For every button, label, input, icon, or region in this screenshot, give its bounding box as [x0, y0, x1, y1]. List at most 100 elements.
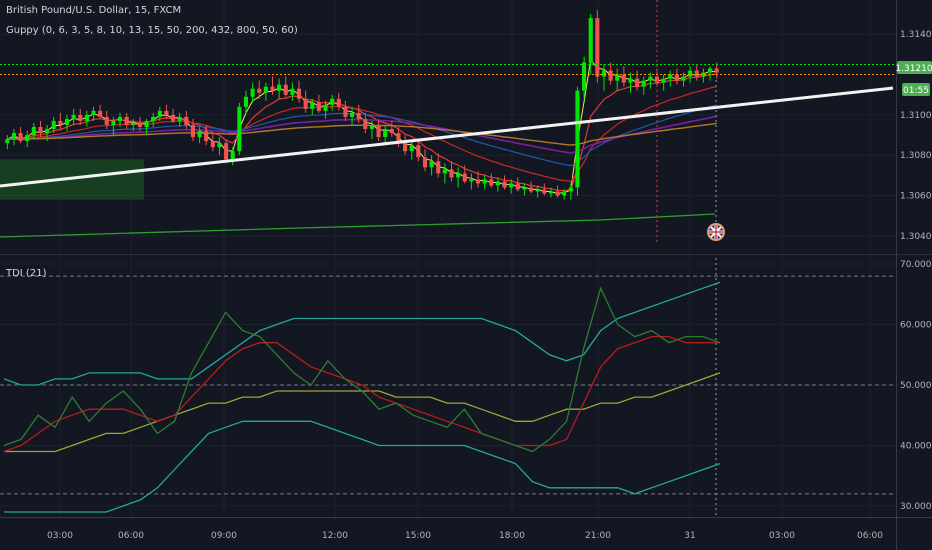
candle [51, 116, 56, 134]
candle-body [396, 133, 401, 144]
candle [190, 118, 195, 142]
candle-body [217, 143, 222, 148]
uk-flag-icon[interactable] [707, 223, 725, 241]
candle-body [243, 96, 249, 107]
price-tick-label: 1.30600 [900, 192, 932, 202]
moving-average-line [7, 115, 717, 154]
candle-body [131, 122, 136, 125]
candle-body [5, 139, 10, 144]
tdi-series [0, 275, 896, 513]
guppy-indicator-label[interactable]: Guppy (0, 6, 3, 5, 8, 10, 13, 15, 50, 20… [6, 25, 298, 36]
candle-body [151, 116, 156, 121]
candle [71, 108, 76, 125]
tdi-series-line [3, 286, 721, 453]
candle-body [542, 189, 547, 194]
candle-body [588, 18, 593, 63]
candle [621, 66, 626, 87]
candle [389, 120, 394, 138]
candle-body [449, 169, 454, 178]
candle [164, 104, 169, 119]
candle-body [197, 131, 202, 138]
candle [475, 171, 481, 188]
candle [217, 137, 222, 156]
candle [422, 149, 428, 172]
candle [668, 70, 673, 87]
candle-body [84, 114, 89, 121]
candle [522, 183, 527, 196]
time-tick-label: 15:00 [405, 531, 431, 541]
candle [78, 108, 83, 125]
candle [529, 181, 534, 194]
candle [316, 94, 321, 113]
candle-body [548, 191, 553, 194]
candle-body [25, 135, 30, 142]
candle [257, 80, 262, 99]
candle-body [575, 90, 580, 188]
candle [350, 106, 355, 125]
candle-body [316, 102, 321, 111]
candle-body [164, 110, 169, 115]
candle-body [137, 122, 142, 127]
candle-body [495, 181, 500, 186]
candle-body [708, 68, 713, 73]
candle [363, 112, 368, 134]
candle-body [98, 110, 103, 117]
candle [263, 82, 268, 101]
candle-body [157, 110, 162, 117]
candle [31, 122, 36, 140]
candle-body [436, 161, 441, 174]
candle-body [323, 104, 328, 111]
candle [303, 90, 308, 113]
candle [18, 127, 23, 144]
candle [429, 155, 434, 176]
candle [442, 163, 447, 184]
candle-body [429, 161, 434, 168]
candle [489, 173, 494, 188]
candle-body [290, 88, 295, 95]
candle [171, 108, 176, 123]
candle-body [688, 70, 693, 77]
candle [409, 141, 414, 160]
time-tick-label: 03:00 [47, 531, 73, 541]
candle-body [177, 116, 182, 121]
candle [449, 161, 454, 182]
candle-body [45, 129, 50, 134]
candle [330, 94, 335, 111]
candle [588, 14, 593, 75]
candle [568, 183, 573, 200]
candle [601, 64, 607, 91]
candle-body [310, 102, 315, 109]
candle-body [184, 116, 189, 125]
candle [542, 183, 547, 196]
candle-body [263, 86, 268, 93]
time-axis[interactable]: 03:00 06:00 09:00 12:00 15:00 18:00 21:00 31 03:… [47, 531, 883, 541]
candle [509, 179, 514, 194]
tdi-indicator-label[interactable]: TDI (21) [5, 268, 47, 279]
price-axis[interactable]: 1.31400 1.31000 1.30800 1.30600 1.30400 [900, 30, 932, 242]
candle-body [641, 80, 646, 87]
candle-body [403, 143, 408, 152]
candle [462, 165, 467, 184]
trend-line[interactable] [0, 86, 894, 188]
time-tick-label: 09:00 [211, 531, 237, 541]
candle-body [416, 145, 421, 158]
price-tick-label: 1.30400 [900, 232, 932, 242]
candle [157, 106, 162, 121]
candle-body [562, 191, 567, 196]
candle [641, 76, 646, 95]
candle-body [389, 129, 394, 134]
candle-body [482, 179, 487, 184]
candle [296, 80, 302, 103]
candle-body [144, 120, 149, 127]
candle-body [648, 76, 653, 81]
candle [204, 124, 209, 146]
candle [151, 112, 156, 127]
candle [369, 120, 374, 140]
candle [615, 68, 620, 91]
candle-body [681, 76, 686, 81]
candlestick-series [5, 10, 719, 200]
candle [11, 129, 16, 146]
candle [396, 127, 401, 148]
